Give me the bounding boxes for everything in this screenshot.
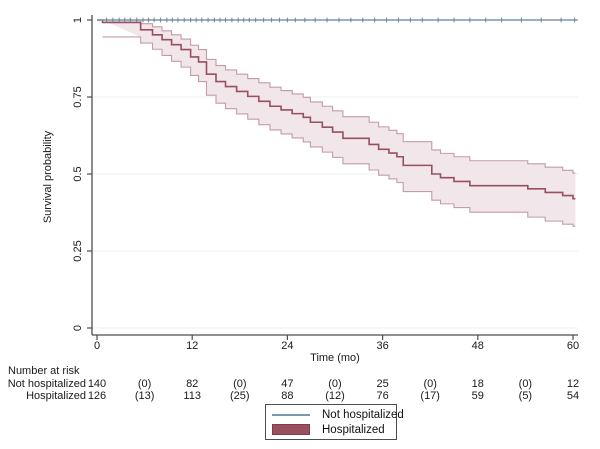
- risk-count-hospitalized: (12): [325, 390, 345, 402]
- risk-count-hospitalized: 88: [281, 390, 294, 402]
- risk-count-hospitalized: (5): [518, 390, 533, 402]
- risk-count-hospitalized: 54: [566, 390, 580, 402]
- risk-count-hospitalized: 76: [376, 390, 389, 402]
- risk-row-label-hospitalized: Hospitalized: [26, 390, 86, 402]
- risk-count-hospitalized: 113: [183, 390, 201, 402]
- risk-count-not-hospitalized: 82: [186, 378, 199, 390]
- hospitalized-ci-upper-edge: [102, 19, 576, 174]
- risk-count-not-hospitalized: (0): [233, 378, 247, 390]
- risk-row-label-not-hospitalized: Not hospitalized: [7, 378, 86, 390]
- x-tick-label: 0: [93, 340, 101, 352]
- hospitalized-swatch-icon: [272, 424, 310, 435]
- legend-label-hospitalized: Hospitalized: [322, 423, 385, 436]
- risk-count-not-hospitalized: 25: [376, 378, 389, 390]
- y-tick-label: 1: [72, 16, 84, 24]
- risk-count-hospitalized: 59: [471, 390, 484, 402]
- risk-count-not-hospitalized: 47: [281, 378, 294, 390]
- hospitalized-ci-lower-edge: [102, 36, 576, 227]
- risk-count-not-hospitalized: 140: [87, 378, 107, 390]
- legend-entry-hospitalized: Hospitalized: [272, 422, 390, 437]
- risk-count-not-hospitalized: (0): [328, 378, 342, 390]
- hospitalized-ci-band: [102, 20, 576, 227]
- y-tick-label: 0.5: [72, 166, 84, 182]
- risk-count-not-hospitalized: (0): [423, 378, 437, 390]
- x-axis-title: Time (mo): [310, 352, 360, 364]
- legend-label-not-hospitalized: Not hospitalized: [322, 408, 404, 421]
- risk-count-hospitalized: (13): [134, 390, 155, 402]
- risk-count-not-hospitalized: (0): [518, 378, 533, 390]
- x-tick-label: 48: [471, 340, 484, 352]
- risk-count-not-hospitalized: 12: [566, 378, 580, 390]
- x-tick-label: 12: [186, 340, 199, 352]
- x-tick-label: 60: [566, 340, 580, 352]
- y-tick-label: 0.25: [72, 240, 84, 262]
- risk-count-hospitalized: (25): [230, 390, 250, 402]
- risk-count-hospitalized: (17): [420, 390, 440, 402]
- risk-count-not-hospitalized: (0): [137, 378, 152, 390]
- hospitalized-survival-curve: [97, 19, 576, 200]
- x-tick-label: 36: [376, 340, 389, 352]
- y-tick-label: 0.75: [72, 86, 84, 108]
- risk-table-title: Number at risk: [8, 365, 80, 377]
- legend-entry-not-hospitalized: Not hospitalized: [272, 407, 404, 422]
- y-axis-title: Survival probability: [42, 130, 54, 224]
- legend: Not hospitalized Hospitalized: [265, 404, 404, 440]
- risk-count-hospitalized: 126: [87, 390, 107, 402]
- risk-count-not-hospitalized: 18: [471, 378, 484, 390]
- not-hospitalized-line-icon: [272, 413, 310, 416]
- x-tick-label: 24: [281, 340, 294, 352]
